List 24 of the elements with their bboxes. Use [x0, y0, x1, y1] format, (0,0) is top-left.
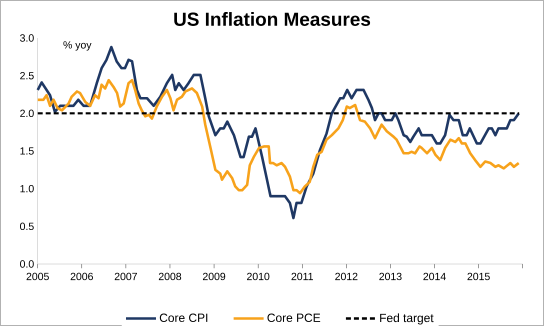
chart-title: US Inflation Measures — [174, 12, 370, 26]
y-tick-label: 2.5 — [20, 72, 34, 80]
x-tick-label: 2008 — [158, 272, 182, 280]
y-axis-title: % yoy — [63, 41, 92, 51]
x-tick-label: 2005 — [26, 272, 49, 280]
x-tick-label: 2015 — [468, 272, 490, 280]
line-series — [36, 78, 520, 194]
x-tick-label: 2014 — [423, 272, 446, 280]
legend-label: Core PCE — [267, 314, 320, 322]
y-tick-label: 0.0 — [20, 260, 34, 268]
x-tick-label: 2006 — [70, 272, 93, 280]
y-tick-label: 1.0 — [20, 184, 34, 192]
legend-label: Core CPI — [160, 314, 208, 322]
x-tick-label: 2012 — [335, 272, 358, 280]
y-tick-label: 3.0 — [20, 34, 34, 42]
x-tick-label: 2013 — [379, 272, 402, 280]
y-tick-label: 0.5 — [20, 222, 34, 230]
x-tick-label: 2009 — [202, 272, 226, 280]
x-tick-label: 2007 — [114, 272, 137, 280]
y-tick-label: 2.0 — [20, 110, 34, 118]
x-tick-label: 2011 — [292, 272, 313, 280]
x-tick-label: 2010 — [247, 272, 270, 280]
legend-label: Fed target — [380, 313, 434, 325]
y-tick-label: 1.5 — [20, 147, 34, 155]
